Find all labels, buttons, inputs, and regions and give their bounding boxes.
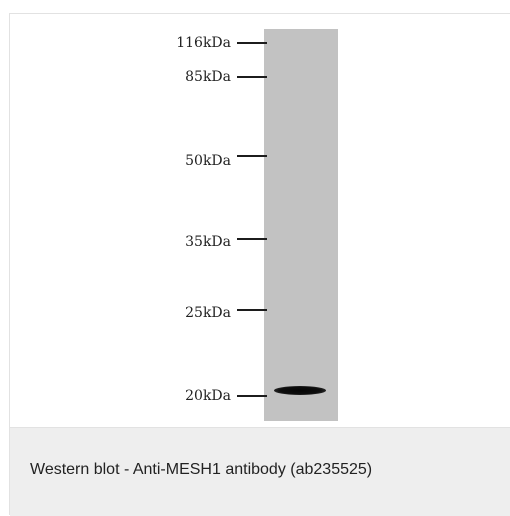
marker-tick-35kda	[237, 238, 267, 240]
figure-card: 116kDa 85kDa 50kDa 35kDa 25kDa 20kDa Wes…	[9, 13, 510, 516]
figure-caption: Western blot - Anti-MESH1 antibody (ab23…	[30, 461, 373, 478]
blot-lane	[264, 29, 338, 421]
marker-tick-85kda	[237, 76, 267, 78]
marker-label-35kda: 35kDa	[185, 234, 231, 250]
marker-label-50kda: 50kDa	[185, 153, 231, 169]
western-blot-image: 116kDa 85kDa 50kDa 35kDa 25kDa 20kDa	[10, 14, 510, 427]
marker-tick-50kda	[237, 155, 267, 157]
marker-label-25kda: 25kDa	[185, 305, 231, 321]
marker-label-116kda: 116kDa	[176, 35, 231, 51]
caption-area: Western blot - Anti-MESH1 antibody (ab23…	[10, 427, 510, 516]
marker-tick-20kda	[237, 395, 267, 397]
protein-band	[274, 386, 326, 395]
marker-label-20kda: 20kDa	[185, 388, 231, 404]
marker-tick-25kda	[237, 309, 267, 311]
marker-tick-116kda	[237, 42, 267, 44]
marker-label-85kda: 85kDa	[185, 69, 231, 85]
